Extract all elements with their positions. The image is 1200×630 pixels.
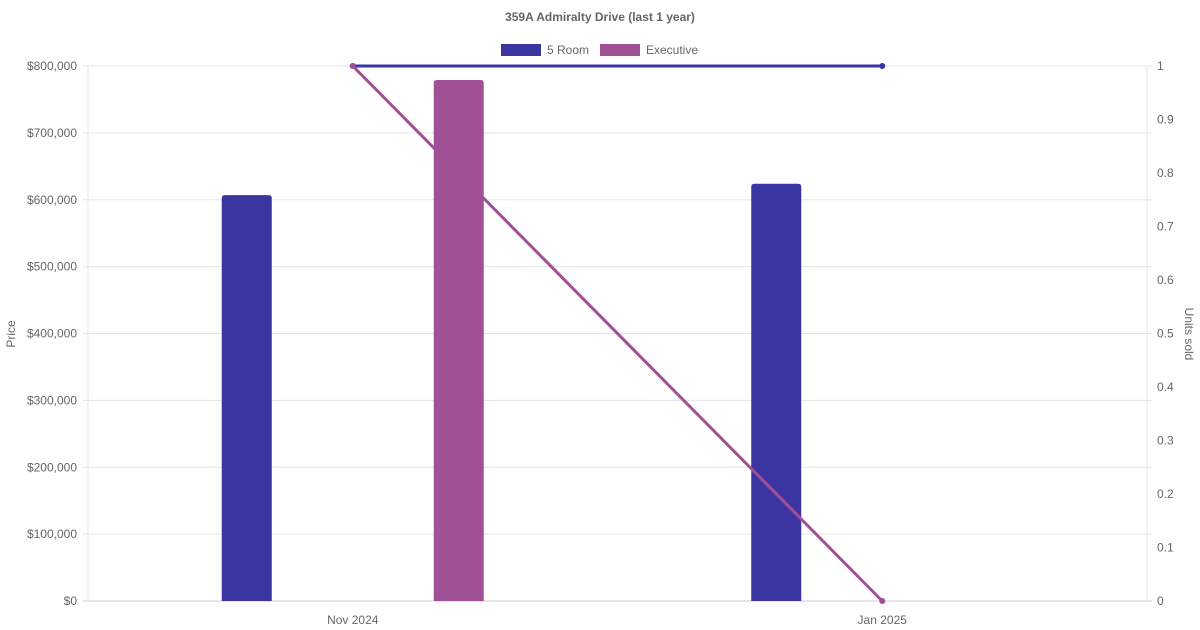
bar-5-room[interactable] (221, 195, 272, 601)
y-tick-label: $800,000 (27, 59, 77, 73)
bar-executive[interactable] (433, 80, 484, 601)
line-executive (351, 64, 884, 603)
x-tick-label: Jan 2025 (858, 613, 908, 627)
y2-tick-label: 0.5 (1157, 327, 1174, 341)
point-5-room[interactable] (879, 63, 886, 69)
legend-label-executive[interactable]: Executive (646, 43, 698, 57)
y2-tick-label: 0.1 (1157, 541, 1174, 555)
point-executive[interactable] (349, 63, 356, 69)
y-tick-label: $400,000 (27, 327, 77, 341)
y2-axis-label: Units sold (1182, 308, 1196, 361)
legend-swatch-5-room[interactable] (501, 44, 541, 56)
y2-tick-label: 0.2 (1157, 487, 1174, 501)
y-tick-label: $700,000 (27, 126, 77, 140)
y-tick-label: $200,000 (27, 460, 77, 474)
y2-tick-label: 0.7 (1157, 220, 1174, 234)
y-tick-label: $500,000 (27, 260, 77, 274)
y-tick-label: $600,000 (27, 193, 77, 207)
y2-tick-label: 0.6 (1157, 273, 1174, 287)
y-axis-label: Price (4, 320, 18, 348)
legend: 5 Room Executive (501, 43, 698, 57)
y2-tick-label: 0.4 (1157, 380, 1174, 394)
chart-title: 359A Admiralty Drive (last 1 year) (505, 10, 695, 24)
y2-tick-label: 0 (1157, 594, 1164, 608)
bar-5-room[interactable] (751, 183, 802, 601)
y2-tick-label: 0.9 (1157, 113, 1174, 127)
y-tick-label: $100,000 (27, 527, 77, 541)
y2-tick-label: 0.8 (1157, 166, 1174, 180)
legend-label-5-room[interactable]: 5 Room (547, 43, 589, 57)
y2-tick-label: 1 (1157, 59, 1164, 73)
y-tick-label: $0 (64, 594, 78, 608)
y-tick-label: $300,000 (27, 393, 77, 407)
x-tick-label: Nov 2024 (327, 613, 379, 627)
point-executive[interactable] (879, 598, 886, 604)
y2-tick-label: 0.3 (1157, 434, 1174, 448)
legend-swatch-executive[interactable] (600, 44, 640, 56)
